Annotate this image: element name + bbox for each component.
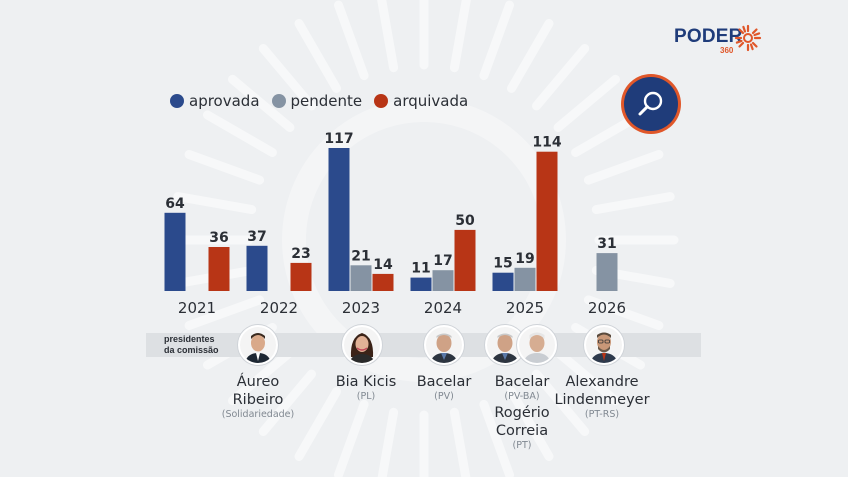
bar-pendente-2025 — [514, 267, 536, 291]
avatar-bacelar-2024 — [424, 325, 464, 365]
president-name: Bia Kicis — [335, 374, 397, 390]
legend-item-arquivada: arquivada — [374, 92, 468, 110]
value-label-aprovada-2022: 37 — [247, 229, 266, 245]
value-label-aprovada-2023: 117 — [324, 131, 353, 147]
president-name: Áureo Ribeiro — [232, 374, 284, 408]
value-label-aprovada-2025: 15 — [493, 256, 512, 272]
x-tick-2025: 2025 — [506, 299, 544, 317]
president-name: Rogério Correia — [494, 405, 550, 439]
avatar-alexandre-lindenmeyer — [584, 325, 624, 365]
president-party: (Solidariedade) — [221, 409, 295, 420]
search-icon — [638, 91, 663, 116]
president-party: (PV-BA) — [504, 391, 540, 402]
avatar-bia-kicis — [342, 325, 382, 365]
bar-aprovada-2022 — [246, 245, 268, 291]
legend-swatch-pendente — [271, 94, 286, 108]
bar-pendente-2024 — [432, 270, 454, 291]
avatar-aureo-ribeiro — [238, 325, 278, 365]
bar-aprovada-2021 — [164, 212, 186, 291]
value-label-pendente-2026: 31 — [597, 236, 616, 252]
bar-pendente-2023 — [350, 265, 372, 291]
bar-aprovada-2023 — [328, 148, 350, 291]
legend-item-aprovada: aprovada — [170, 92, 260, 110]
bar-aprovada-2025 — [492, 272, 514, 291]
president-bia-kicis: Bia Kicis (PL) — [306, 373, 426, 403]
logo-sub: 360 — [720, 46, 734, 55]
bar-arquivada-2022 — [290, 262, 312, 291]
president-alexandre-lindenmeyer: Alexandre Lindenmeyer (PT-RS) — [542, 373, 662, 421]
president-bacelar-2024: Bacelar (PV) — [384, 373, 504, 403]
bar-pendente-2026 — [596, 253, 618, 291]
legend-label-pendente: pendente — [290, 92, 363, 110]
x-tick-2023: 2023 — [342, 299, 380, 317]
president-name: Bacelar — [416, 374, 472, 390]
president-party: (PT-RS) — [584, 409, 620, 420]
value-label-aprovada-2021: 64 — [165, 196, 185, 212]
value-label-arquivada-2025: 114 — [532, 135, 561, 151]
value-label-pendente-2025: 19 — [515, 251, 534, 267]
avatar-rogerio-correia — [517, 325, 557, 365]
bar-arquivada-2025 — [536, 151, 558, 291]
legend-label-aprovada: aprovada — [189, 92, 260, 110]
presidents-label: presidentes da comissão — [164, 334, 219, 355]
president-name: Alexandre Lindenmeyer — [554, 374, 650, 408]
chart-legend: aprovada pendente arquivada — [170, 92, 468, 110]
president-party: (PV) — [434, 391, 454, 402]
bar-arquivada-2024 — [454, 229, 476, 291]
president-bacelar-2025: Bacelar (PV-BA) — [462, 373, 582, 403]
value-label-pendente-2024: 17 — [433, 253, 452, 269]
search-button[interactable] — [624, 77, 678, 131]
president-aureo-ribeiro: Áureo Ribeiro (Solidariedade) — [198, 373, 318, 421]
x-tick-2021: 2021 — [178, 299, 216, 317]
x-tick-2022: 2022 — [260, 299, 298, 317]
president-rogerio-correia: Rogério Correia (PT) — [462, 404, 582, 452]
legend-item-pendente: pendente — [271, 92, 363, 110]
value-label-arquivada-2021: 36 — [209, 230, 228, 246]
value-label-arquivada-2024: 50 — [455, 213, 475, 229]
value-label-arquivada-2022: 23 — [291, 246, 310, 262]
bar-aprovada-2024 — [410, 277, 432, 291]
legend-label-arquivada: arquivada — [393, 92, 469, 110]
x-tick-2024: 2024 — [424, 299, 462, 317]
bar-arquivada-2023 — [372, 273, 394, 291]
x-tick-2026: 2026 — [588, 299, 626, 317]
sun-icon — [734, 24, 762, 52]
legend-swatch-arquivada — [374, 94, 389, 108]
logo-wordmark: PODER — [674, 26, 743, 47]
bar-arquivada-2021 — [208, 247, 230, 291]
legend-swatch-aprovada — [170, 94, 184, 108]
president-party: (PT) — [512, 440, 532, 451]
value-label-pendente-2023: 21 — [351, 248, 370, 264]
value-label-aprovada-2024: 11 — [411, 261, 430, 277]
president-party: (PL) — [356, 391, 376, 402]
value-label-arquivada-2023: 14 — [373, 257, 393, 273]
x-tick-labels: 2021 2022 2023 2024 2025 2026 — [178, 299, 626, 317]
president-name: Bacelar — [494, 374, 550, 390]
bars — [164, 148, 618, 291]
